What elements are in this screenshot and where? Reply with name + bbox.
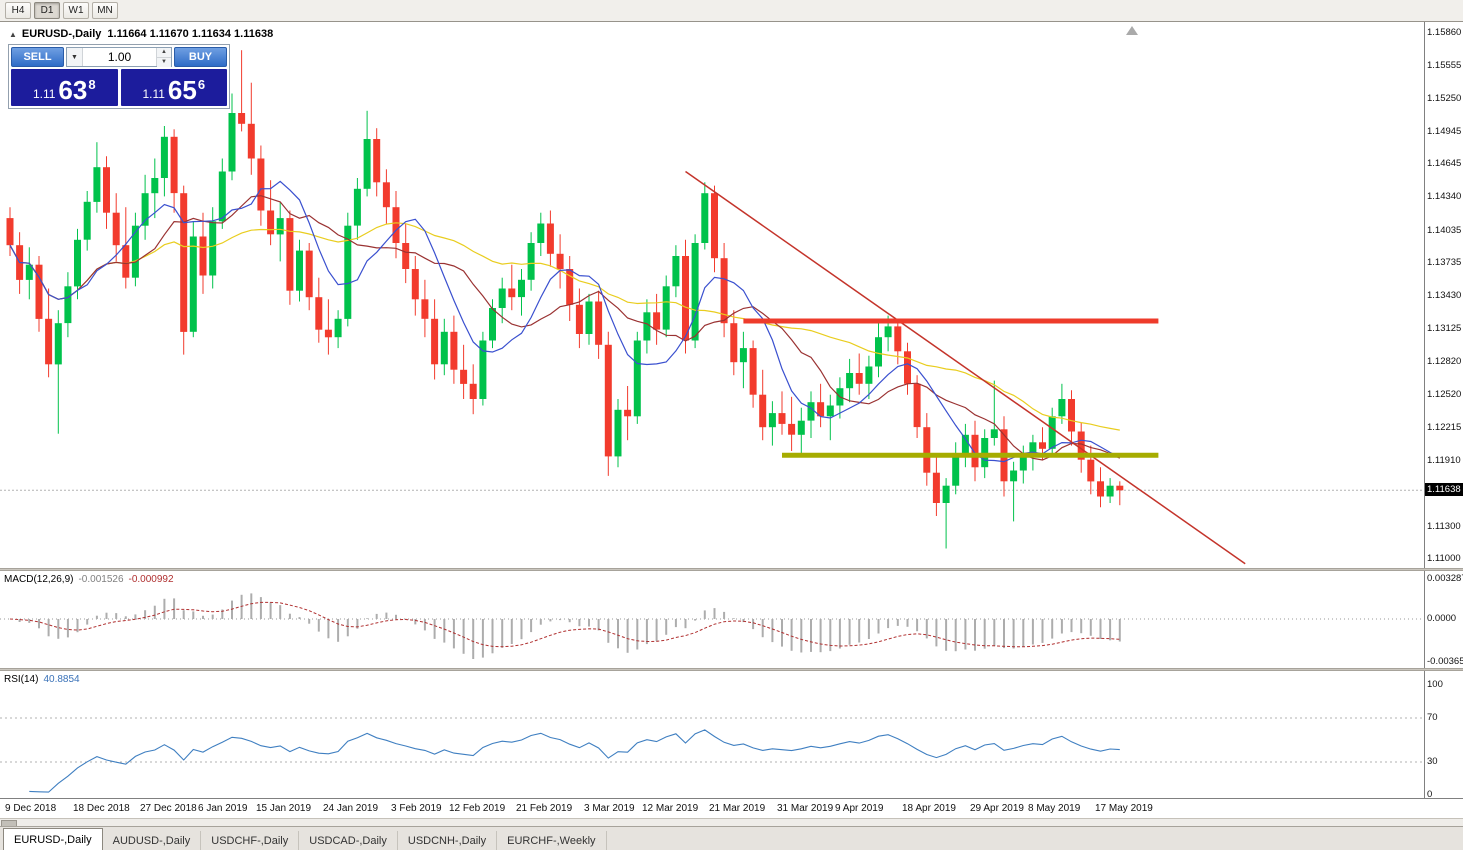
symbol-tab-eurusd[interactable]: EURUSD-,Daily bbox=[3, 828, 103, 850]
sell-button[interactable]: SELL bbox=[11, 47, 64, 67]
date-tick: 3 Mar 2019 bbox=[584, 803, 635, 814]
sell-price-prefix: 1.11 bbox=[32, 87, 56, 101]
date-tick: 17 May 2019 bbox=[1095, 803, 1153, 814]
one-click-collapse-icon[interactable]: ▲ bbox=[9, 29, 17, 39]
date-tick: 21 Feb 2019 bbox=[516, 803, 573, 814]
price-axis-label: 1.14340 bbox=[1427, 191, 1462, 202]
buy-price-prefix: 1.11 bbox=[142, 87, 165, 101]
date-tick: 18 Apr 2019 bbox=[902, 803, 956, 814]
chart-shift-marker bbox=[1126, 26, 1138, 35]
timeframe-button-w1[interactable]: W1 bbox=[63, 2, 89, 19]
timeframe-button-h4[interactable]: H4 bbox=[5, 2, 31, 19]
timeframe-button-d1[interactable]: D1 bbox=[34, 2, 60, 19]
rsi-axis-label: 70 bbox=[1427, 712, 1438, 723]
date-tick: 8 May 2019 bbox=[1028, 803, 1081, 814]
buy-button[interactable]: BUY bbox=[174, 47, 227, 67]
symbol-tab-eurchf[interactable]: EURCHF-,Weekly bbox=[497, 831, 607, 850]
price-chart-pane[interactable]: ▲ EURUSD-,Daily 1.11664 1.11670 1.11634 … bbox=[0, 22, 1424, 568]
macd-splitter[interactable] bbox=[0, 568, 1463, 571]
date-tick: 12 Mar 2019 bbox=[642, 803, 699, 814]
symbol-tab-bar: EURUSD-,Daily AUDUSD-,Daily USDCHF-,Daily U… bbox=[0, 826, 1463, 850]
date-tick: 9 Dec 2018 bbox=[5, 803, 57, 814]
timeframe-buttons: H4 D1 W1 MN bbox=[5, 2, 121, 19]
buy-price-big: 65 bbox=[167, 75, 197, 105]
date-tick: 21 Mar 2019 bbox=[709, 803, 766, 814]
rsi-value: 40.8854 bbox=[43, 674, 80, 685]
date-tick: 18 Dec 2018 bbox=[73, 803, 130, 814]
date-tick: 9 Apr 2019 bbox=[835, 803, 884, 814]
timeframe-toolbar: H4 D1 W1 MN bbox=[0, 0, 1463, 22]
price-axis-label: 1.14645 bbox=[1427, 158, 1462, 169]
buy-price-display[interactable]: 1.11 65 6 bbox=[120, 69, 227, 106]
horizontal-scrollbar[interactable] bbox=[0, 818, 1463, 827]
price-axis-label: 1.15860 bbox=[1427, 27, 1462, 38]
price-axis-label: 1.15250 bbox=[1427, 93, 1462, 104]
spin-down-icon[interactable]: ▼ bbox=[157, 57, 171, 67]
symbol-label: EURUSD-,Daily bbox=[21, 28, 102, 40]
rsi-svg[interactable] bbox=[0, 671, 1424, 798]
price-axis-label: 1.14035 bbox=[1427, 225, 1462, 236]
rsi-axis-label: 0 bbox=[1427, 789, 1433, 800]
symbol-tab-usdcad[interactable]: USDCAD-,Daily bbox=[299, 831, 398, 850]
price-axis-label: 1.13125 bbox=[1427, 323, 1462, 334]
price-axis-label: 1.12520 bbox=[1427, 389, 1462, 400]
date-axis[interactable]: 9 Dec 2018 18 Dec 2018 27 Dec 2018 6 Jan 20… bbox=[0, 798, 1463, 818]
macd-name: MACD(12,26,9) bbox=[4, 574, 74, 585]
rsi-pane[interactable]: RSI(14) 40.8854 bbox=[0, 671, 1424, 798]
macd-value-signal: -0.000992 bbox=[128, 574, 174, 585]
price-axis-label: 1.12820 bbox=[1427, 356, 1462, 367]
price-axis-label: 1.11300 bbox=[1427, 521, 1461, 532]
rsi-axis-label: 100 bbox=[1427, 679, 1443, 690]
volume-value[interactable]: 1.00 bbox=[107, 50, 132, 64]
one-click-trading-panel: SELL ▼ 1.00 ▲ ▼ BUY 1.11 63 8 1.11 65 6 bbox=[8, 44, 230, 109]
symbol-tab-audusd[interactable]: AUDUSD-,Daily bbox=[103, 831, 202, 850]
current-price-tag: 1.11638 bbox=[1425, 483, 1463, 496]
macd-svg[interactable] bbox=[0, 571, 1424, 668]
rsi-splitter[interactable] bbox=[0, 668, 1463, 671]
one-click-price-row: 1.11 63 8 1.11 65 6 bbox=[11, 69, 227, 106]
rsi-name: RSI(14) bbox=[4, 674, 39, 685]
macd-label: MACD(12,26,9) -0.001526 -0.000992 bbox=[4, 574, 174, 585]
date-tick: 27 Dec 2018 bbox=[140, 803, 197, 814]
date-tick: 15 Jan 2019 bbox=[256, 803, 312, 814]
sell-price-big: 63 bbox=[58, 75, 88, 105]
macd-axis-label: 0.0000 bbox=[1427, 613, 1457, 624]
price-axis-label: 1.15555 bbox=[1427, 60, 1462, 71]
price-axis-label: 1.11910 bbox=[1427, 455, 1461, 466]
symbol-tab-usdchf[interactable]: USDCHF-,Daily bbox=[201, 831, 300, 850]
date-tick: 29 Apr 2019 bbox=[970, 803, 1024, 814]
price-chart-svg[interactable] bbox=[0, 22, 1424, 568]
date-tick: 24 Jan 2019 bbox=[323, 803, 379, 814]
volume-field[interactable]: ▼ 1.00 ▲ ▼ bbox=[66, 47, 172, 67]
macd-axis-label: 0.003287 bbox=[1427, 573, 1463, 584]
macd-value-main: -0.001526 bbox=[78, 574, 124, 585]
date-tick: 31 Mar 2019 bbox=[777, 803, 834, 814]
sell-price-display[interactable]: 1.11 63 8 bbox=[11, 69, 118, 106]
price-axis-label: 1.11000 bbox=[1427, 553, 1461, 564]
date-tick: 3 Feb 2019 bbox=[391, 803, 442, 814]
volume-spinner[interactable]: ▲ ▼ bbox=[156, 48, 171, 67]
symbol-tab-usdcnh[interactable]: USDCNH-,Daily bbox=[398, 831, 498, 850]
date-tick: 12 Feb 2019 bbox=[449, 803, 506, 814]
volume-dropdown-icon[interactable]: ▼ bbox=[67, 48, 83, 66]
price-axis-label: 1.12215 bbox=[1427, 422, 1462, 433]
ohlc-values: 1.11664 1.11670 1.11634 1.11638 bbox=[107, 28, 274, 40]
rsi-axis-label: 30 bbox=[1427, 756, 1438, 767]
buy-price-sup: 6 bbox=[197, 77, 206, 92]
price-axis-label: 1.14945 bbox=[1427, 126, 1462, 137]
one-click-order-row: SELL ▼ 1.00 ▲ ▼ BUY bbox=[11, 47, 227, 67]
chart-title: ▲ EURUSD-,Daily 1.11664 1.11670 1.11634 … bbox=[9, 28, 273, 40]
price-axis-label: 1.13430 bbox=[1427, 290, 1462, 301]
price-axis-label: 1.13735 bbox=[1427, 257, 1462, 268]
rsi-label: RSI(14) 40.8854 bbox=[4, 674, 80, 685]
spin-up-icon[interactable]: ▲ bbox=[157, 48, 171, 57]
date-tick: 6 Jan 2019 bbox=[198, 803, 248, 814]
macd-pane[interactable]: MACD(12,26,9) -0.001526 -0.000992 bbox=[0, 571, 1424, 668]
timeframe-button-mn[interactable]: MN bbox=[92, 2, 118, 19]
sell-price-sup: 8 bbox=[88, 77, 96, 92]
